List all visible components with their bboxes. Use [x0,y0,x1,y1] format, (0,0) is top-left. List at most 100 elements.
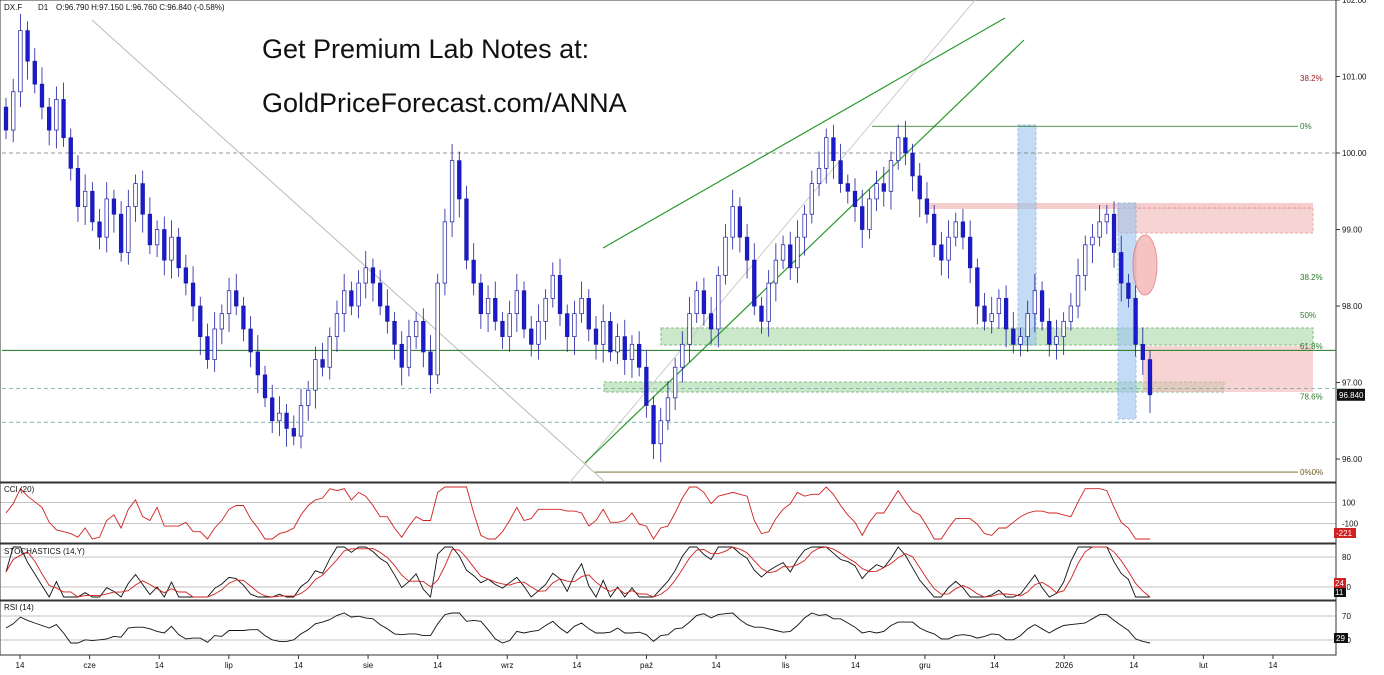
candles [3,13,1153,463]
candle-body [694,290,699,315]
candle-body [90,190,95,223]
promo-line-2: GoldPriceForecast.com/ANNA [262,88,627,118]
candle-body [169,236,174,261]
candle-body [572,313,577,337]
time-tick-label: gru [919,661,931,670]
time-axis: 14 cze 14 lip 14 sie 14 wrz 14 paź 14 lis 14 gru 14 202… [16,655,1278,670]
stoch-d-line [5,546,1151,598]
candle-body [284,412,289,429]
stoch-panel [0,543,1337,601]
candle-body [1039,290,1045,322]
candle-body [672,366,678,399]
candle-body [133,183,138,207]
candle-body [608,320,613,353]
candle-body [780,244,786,261]
candle-body [370,267,376,284]
candle-body [996,298,1002,315]
candle-body [262,374,268,399]
cci-panel [0,482,1337,544]
candle-body [939,244,944,261]
candle-body [701,290,707,315]
candle-body [838,160,843,184]
price-tick-label: 102.00 [1342,0,1367,5]
candle-body [622,336,627,360]
rsi-value-box [1334,633,1348,643]
candle-body [802,213,807,238]
candle-body [716,275,721,330]
candle-body [766,282,771,322]
candle-body [795,236,800,269]
candle-body [932,213,937,246]
candle-body [298,405,304,437]
candle-body [910,152,915,177]
candle-body [1097,221,1102,238]
time-tick-label: lip [225,661,234,670]
candle-body [212,328,217,360]
candle-body [809,183,814,215]
candle-body [291,428,296,437]
candle-body [478,282,484,315]
time-tick-label: paź [640,661,653,670]
candle-body [82,190,88,207]
stoch-level-lower-label: 20 [1342,583,1351,592]
candle-body [1119,252,1124,284]
candle-body [824,137,829,169]
candle-body [896,137,901,162]
candle-body [464,198,469,261]
candle-body [565,313,570,337]
candle-body [529,328,534,345]
candle-body [413,320,419,337]
stoch-d-value: 24 [1335,579,1344,588]
candle-body [1083,244,1088,276]
price-tick-label: 96.00 [1342,455,1363,464]
candle-body [183,267,189,284]
candle-body [493,298,498,322]
candle-body [1003,298,1009,330]
target-zone [1143,346,1313,392]
candle-body [557,275,563,315]
time-tick-label: 14 [712,661,721,670]
rsi-value: 29 [1336,634,1345,643]
candle-body [658,420,663,445]
candle-body [507,313,512,337]
candle-body [1032,290,1038,315]
candle-body [788,244,793,269]
candle-body [708,313,714,330]
candle-body [881,183,886,192]
candle-body [435,282,440,376]
candle-body [737,206,743,238]
price-tick-label: 98.00 [1342,302,1363,311]
candle-body [550,275,555,299]
candle-body [47,106,52,131]
candle-body [687,313,692,345]
candle-body [162,229,167,261]
blue-zone-1 [1017,124,1037,346]
time-tick-label: lut [1199,661,1208,670]
candle-body [449,160,455,223]
stoch-k-box [1334,588,1346,597]
candle-body [521,290,527,330]
zones [603,124,1314,420]
candle-body [363,267,368,284]
candle-body [205,336,210,360]
candle-body [392,320,397,345]
candle-body [234,290,239,307]
candle-body [1068,305,1074,322]
candle-body [680,343,685,368]
candle-body [118,213,124,253]
candle-body [18,30,23,93]
candle-body [241,305,246,330]
candle-body [500,320,505,337]
candle-body [485,298,491,315]
candle-body [1126,282,1131,299]
cci-title: CCI (20) [4,485,35,494]
rsi-level-upper-label: 70 [1342,612,1351,621]
symbol-label: DX.F [4,3,22,12]
candle-body [97,221,102,238]
fib-label: 50% [1300,311,1316,320]
candle-body [1047,320,1052,345]
cci-level-upper-label: 100 [1342,499,1356,508]
cci-line [5,486,1150,540]
time-tick-label: lis [782,661,790,670]
ohlc-label: O:96.790 H:97.150 L:96.760 C:96.840 (-0.… [56,3,225,12]
